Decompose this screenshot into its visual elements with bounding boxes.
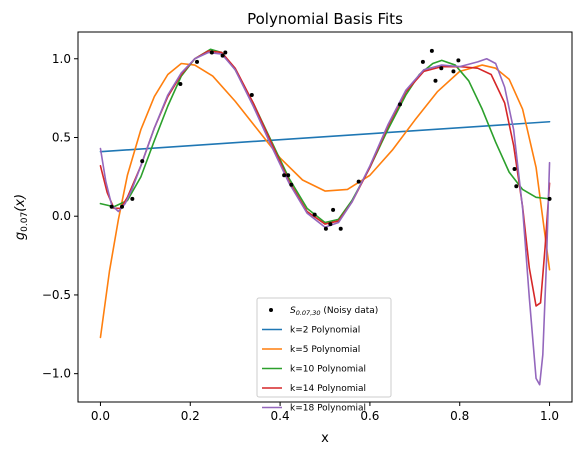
- series-line-5: [99, 51, 551, 386]
- legend-label: k=5 Polynomial: [290, 345, 360, 355]
- data-point: [220, 53, 225, 58]
- x-axis: 0.0 0.2 0.4 0.6 0.8 1.0: [91, 402, 559, 423]
- data-point: [356, 179, 361, 184]
- y-tick-label: 1.0: [52, 52, 71, 66]
- legend-label: k=10 Polynomial: [290, 365, 366, 375]
- data-point: [420, 59, 425, 64]
- x-tick-label: 0.8: [450, 409, 469, 423]
- data-point: [109, 204, 114, 209]
- y-axis: −1.0 −0.5 0.0 0.5 1.0: [42, 52, 78, 381]
- plot-frame: [77, 31, 573, 403]
- data-point: [312, 212, 317, 217]
- legend-label: k=14 Polynomial: [290, 384, 366, 394]
- y-tick-label: −1.0: [42, 367, 71, 381]
- data-point: [223, 50, 228, 55]
- legend-box: [256, 297, 392, 398]
- x-axis-label: x: [321, 431, 329, 446]
- data-point: [178, 81, 183, 86]
- data-point: [130, 196, 135, 201]
- data-point: [323, 226, 328, 231]
- series-line-3: [99, 48, 551, 224]
- legend-label: S0.07,30 (Noisy data): [290, 306, 378, 317]
- y-tick-label: 0.5: [52, 130, 71, 144]
- x-tick-label: 0.4: [271, 409, 290, 423]
- y-axis-label: g0.07(x): [13, 194, 30, 240]
- series-line-4: [99, 50, 551, 307]
- data-point: [514, 184, 519, 189]
- data-point: [398, 102, 402, 107]
- data-point: [429, 48, 434, 53]
- legend-label: k=18 Polynomial: [290, 404, 366, 414]
- legend-marker-scatter: [269, 308, 273, 312]
- y-tick-label: 0.0: [52, 209, 71, 223]
- series-line-1: [99, 120, 551, 153]
- data-point: [249, 92, 254, 97]
- x-tick-label: 0.2: [181, 409, 200, 423]
- series-line-2: [99, 62, 551, 339]
- legend-label: k=2 Polynomial: [290, 326, 360, 336]
- data-point: [547, 196, 552, 201]
- data-point: [456, 58, 461, 63]
- data-point: [286, 173, 291, 178]
- data-point: [328, 222, 333, 227]
- data-point: [433, 78, 438, 83]
- data-point: [439, 66, 444, 71]
- data-point: [282, 173, 287, 178]
- y-tick-label: −0.5: [42, 288, 71, 302]
- data-point: [289, 182, 294, 187]
- data-point: [195, 59, 200, 64]
- data-point: [451, 69, 456, 74]
- data-point: [140, 159, 145, 164]
- data-point: [512, 166, 517, 171]
- chart-title: Polynomial Basis Fits: [247, 10, 403, 28]
- x-tick-label: 0.0: [91, 409, 110, 423]
- data-point: [331, 207, 336, 212]
- data-point: [338, 226, 343, 231]
- plot-area: [99, 48, 552, 386]
- legend: S0.07,30 (Noisy data) k=2 Polynomial k=5 P…: [256, 297, 392, 414]
- x-tick-label: 1.0: [540, 409, 559, 423]
- data-point: [120, 204, 125, 209]
- data-point: [209, 50, 214, 55]
- x-tick-label: 0.6: [360, 409, 379, 423]
